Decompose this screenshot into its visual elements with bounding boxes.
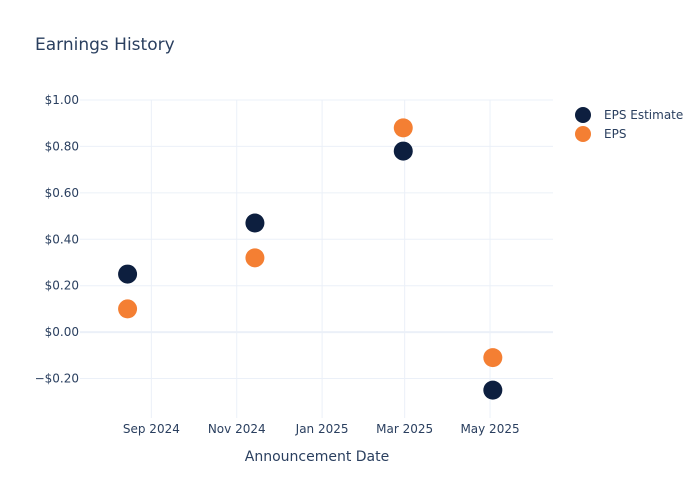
eps-point[interactable] xyxy=(245,248,265,268)
y-axis-ticks: $1.00 $0.80 $0.60 $0.40 $0.20 $0.00 −$0.20 xyxy=(35,93,79,386)
legend-label: EPS xyxy=(604,127,626,141)
eps-point[interactable] xyxy=(118,299,138,319)
x-axis-title: Announcement Date xyxy=(245,449,389,465)
legend-marker xyxy=(575,107,591,123)
y-tick-label: $0.20 xyxy=(45,279,79,293)
x-tick-label: Sep 2024 xyxy=(123,422,180,436)
legend[interactable]: EPS Estimate EPS xyxy=(575,107,683,142)
y-tick-label: $0.40 xyxy=(45,232,79,246)
y-tick-label: −$0.20 xyxy=(35,372,79,386)
legend-item-eps[interactable]: EPS xyxy=(575,126,626,142)
eps-point[interactable] xyxy=(393,118,413,138)
y-tick-label: $0.00 xyxy=(45,325,79,339)
x-tick-label: Mar 2025 xyxy=(376,422,433,436)
eps-estimate-point[interactable] xyxy=(483,380,503,400)
x-tick-label: May 2025 xyxy=(460,422,519,436)
eps-estimate-point[interactable] xyxy=(245,213,265,233)
grid-layer xyxy=(80,99,553,418)
x-tick-label: Nov 2024 xyxy=(208,422,266,436)
legend-item-eps-estimate[interactable]: EPS Estimate xyxy=(575,107,683,123)
chart-title: Earnings History xyxy=(35,35,175,55)
y-tick-label: $0.80 xyxy=(45,139,79,153)
y-tick-label: $1.00 xyxy=(45,93,79,107)
x-tick-label: Jan 2025 xyxy=(295,422,349,436)
legend-marker xyxy=(575,126,591,142)
points-layer xyxy=(118,118,503,400)
legend-label: EPS Estimate xyxy=(604,108,683,122)
eps-point[interactable] xyxy=(483,348,503,368)
eps-estimate-point[interactable] xyxy=(118,264,138,284)
x-axis-ticks: Sep 2024 Nov 2024 Jan 2025 Mar 2025 May 2025 xyxy=(123,422,520,436)
eps-estimate-point[interactable] xyxy=(393,141,413,161)
y-tick-label: $0.60 xyxy=(45,186,79,200)
